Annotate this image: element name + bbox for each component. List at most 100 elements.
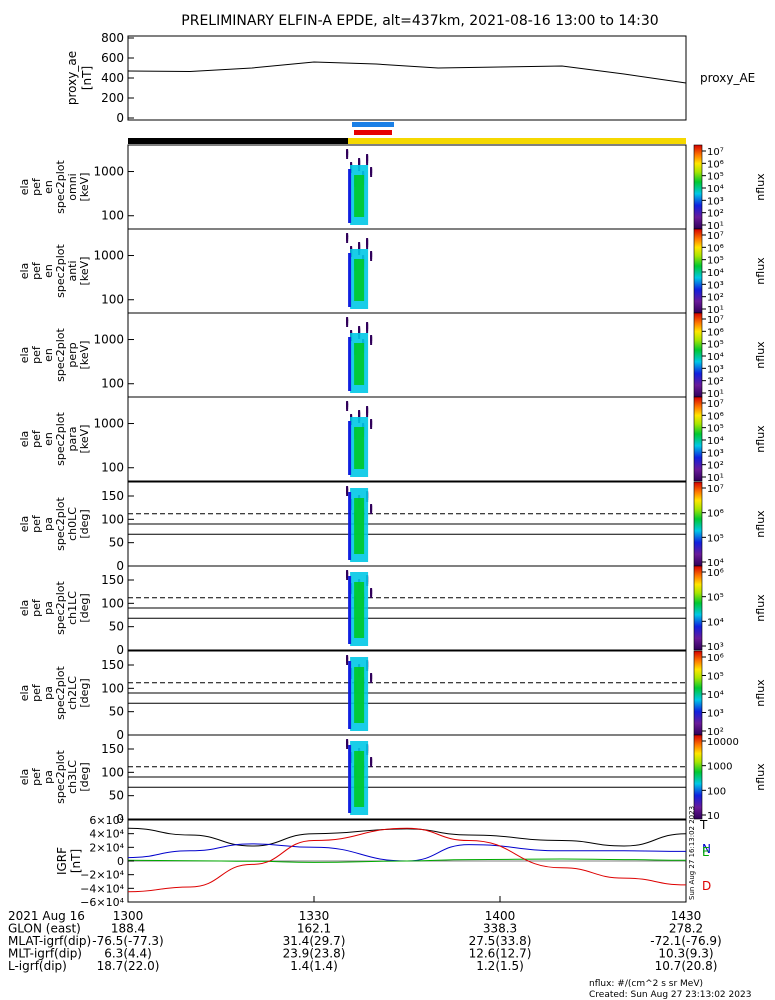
colorbar [693, 565, 703, 651]
ytick-label: 1000 [93, 165, 124, 179]
colorbar-tick-label: 10¹ [707, 473, 724, 484]
colorbar [693, 734, 703, 820]
colorbar-tick-label: 10 [707, 811, 720, 822]
ylabel-line: spec2plot [54, 244, 67, 298]
proxy-ae-ylabel-2: [nT] [80, 66, 94, 90]
ylabel-line: [keV] [78, 425, 91, 454]
ytick-label: 0 [116, 643, 124, 657]
ylabel-line: ch2LC [66, 676, 79, 710]
colorbar-tick-label: 10⁴ [707, 436, 724, 447]
proxy-ae-line [127, 61, 687, 84]
ytick-label: 150 [101, 573, 124, 587]
colorbar-tick-label: 10⁶ [707, 653, 724, 664]
colorbar-tick-label: 10⁴ [707, 690, 724, 701]
panel-frame [127, 312, 687, 398]
footer-value: 31.4(29.7) [283, 934, 346, 948]
colorbar-tick-label: 10⁶ [707, 159, 724, 170]
ylabel-line: ela [18, 347, 31, 364]
ylabel-line: [deg] [78, 593, 91, 622]
spectrogram-pixel [366, 324, 369, 333]
igrf-legend-n: N [702, 842, 711, 856]
colorbar-tick-label: 10⁵ [707, 593, 724, 604]
igrf-ytick-label: 0 [117, 855, 124, 868]
colorbar-label: nflux [754, 425, 767, 453]
ylabel-line: spec2plot [54, 666, 67, 720]
colorbar-tick-label: 100 [707, 786, 726, 797]
ytick-label: 150 [101, 742, 124, 756]
spectrogram-edge [348, 253, 352, 307]
ytick-label: 1000 [93, 417, 124, 431]
ylabel-line: en [42, 180, 55, 194]
colorbar-label: nflux [754, 679, 767, 707]
colorbar-tick-label: 10⁶ [707, 243, 724, 254]
colorbar-tick-label: 10⁷ [707, 315, 724, 326]
ylabel-line: pef [30, 767, 43, 786]
colorbar-tick-label: 1000 [707, 762, 732, 773]
plot-title: PRELIMINARY ELFIN-A EPDE, alt=437km, 202… [181, 13, 658, 29]
proxy-ae-frame [127, 35, 687, 121]
colorbar-tick-label: 10⁵ [707, 340, 724, 351]
colorbar-tick-label: 10² [707, 461, 724, 472]
ylabel-line: para [66, 427, 79, 452]
sunlit-segment [348, 138, 686, 144]
spectrogram-edge [348, 337, 352, 391]
igrf-legend-d: D [702, 879, 711, 893]
nflux-units: nflux: #/(cm^2 s sr MeV) [589, 979, 703, 989]
spectrogram-pixel [370, 169, 373, 177]
ylabel-line: ela [18, 516, 31, 533]
ylabel-line: omni [66, 173, 79, 200]
ylabel-line: en [42, 432, 55, 446]
sunlight-bar [128, 122, 686, 144]
footer-value: 27.5(33.8) [469, 934, 532, 948]
igrf-line-n [127, 843, 687, 862]
panel-ch0LC: 0 50 100 150 ela pef pa spec2plot ch0LC [deg] 10⁷ 1… [18, 481, 767, 573]
spectrogram-pixel [346, 320, 349, 327]
colorbar-tick-label: 10² [707, 209, 724, 220]
footer-row-label: MLAT-igrf(dip) [8, 934, 91, 948]
panel-frame [127, 396, 687, 482]
colorbar-tick-label: 10⁵ [707, 172, 724, 183]
igrf-line-t [127, 827, 687, 847]
colorbar-tick-label: 10¹ [707, 305, 724, 316]
colorbar-label: nflux [754, 257, 767, 285]
proxy-ae-ytick-label: 200 [101, 91, 124, 105]
ylabel-line: pef [30, 261, 43, 280]
ytick-label: 100 [101, 681, 124, 695]
igrf-ytick-label: 6×10⁴ [89, 814, 124, 827]
panel-ch1LC: 0 50 100 150 ela pef pa spec2plot ch1LC [deg] 10⁶ 1… [18, 565, 767, 657]
spectrogram-burst [346, 401, 373, 477]
proxy-ae-ytick-label: 0 [116, 111, 124, 125]
spectrogram-edge [348, 169, 352, 223]
spectrogram-core-high [354, 751, 365, 807]
spectrogram-pixel [358, 161, 361, 165]
colorbar-tick-label: 10⁴ [707, 184, 724, 195]
ytick-label: 1000 [93, 333, 124, 347]
ylabel-line: pef [30, 177, 43, 196]
spectrogram-pixel [358, 329, 361, 333]
colorbar-tick-label: 10¹ [707, 389, 724, 400]
ylabel-line: spec2plot [54, 750, 67, 804]
ytick-label: 150 [101, 489, 124, 503]
colorbar-tick-label: 10³ [707, 448, 724, 459]
footer-value: 1.4(1.4) [290, 959, 338, 973]
colorbar-tick-label: 10⁴ [707, 352, 724, 363]
igrf-lines [127, 827, 687, 893]
spectrogram-core-high [354, 498, 365, 554]
footer-value: -76.5(-77.3) [92, 934, 163, 948]
spectrogram-core-high [354, 175, 365, 217]
footer-value: 12.6(12.7) [469, 947, 532, 961]
spectrogram-edge [348, 745, 352, 813]
colorbar-tick-label: 10⁷ [707, 484, 724, 495]
side-timestamp: Sun Aug 27 16:13:02 2023 [688, 806, 696, 900]
spectrogram-edge [348, 492, 352, 560]
ephemeris-footer: 2021 Aug 16 1300 1330 1400 1430 GLON (east) 18… [8, 896, 722, 973]
spectrogram-pixel [346, 742, 349, 749]
proxy-ae-legend: proxy_AE [700, 71, 755, 85]
spectrogram-burst [346, 233, 373, 309]
ytick-label: 50 [109, 705, 124, 719]
ytick-label: 100 [101, 765, 124, 779]
ytick-label: 100 [101, 461, 124, 475]
